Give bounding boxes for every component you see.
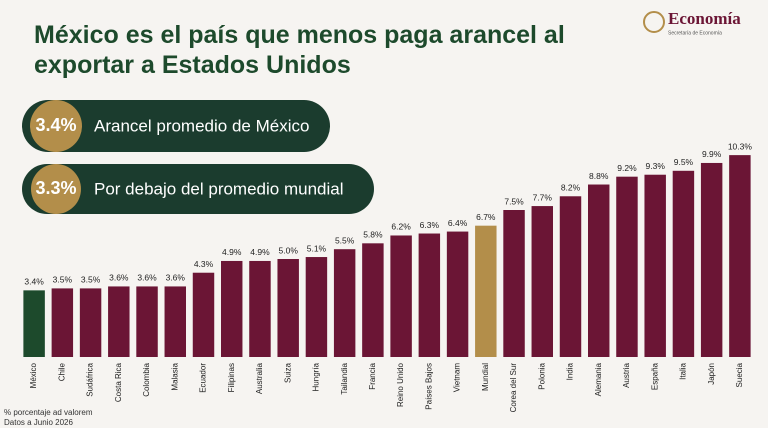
callout-label: Arancel promedio de México xyxy=(94,116,309,135)
value-label: 3.5% xyxy=(81,275,101,285)
value-label: 3.6% xyxy=(166,273,186,283)
value-label: 6.4% xyxy=(448,218,468,228)
x-tick-label: Italia xyxy=(679,362,688,379)
bar xyxy=(192,272,215,357)
bar xyxy=(446,231,469,357)
bar xyxy=(23,290,45,357)
bar xyxy=(221,260,243,357)
x-tick-label: Colombia xyxy=(142,362,151,396)
bar xyxy=(418,233,441,357)
value-label: 5.0% xyxy=(279,245,299,255)
x-tick-label: Costa Rica xyxy=(114,362,123,402)
bar xyxy=(559,196,582,357)
logo-emblem xyxy=(643,11,665,33)
x-tick-label: Sudáfrica xyxy=(86,362,95,396)
x-tick-label: Francia xyxy=(368,362,377,389)
value-label: 8.8% xyxy=(589,171,609,181)
callout-value: 3.3% xyxy=(35,178,76,198)
value-label: 3.6% xyxy=(137,273,157,283)
bar xyxy=(700,162,723,357)
x-tick-label: Suiza xyxy=(283,362,292,383)
value-label: 6.3% xyxy=(420,220,440,230)
x-tick-label: Austria xyxy=(622,362,631,387)
bar xyxy=(644,174,666,357)
bar xyxy=(531,206,553,357)
x-tick-label: Mundial xyxy=(481,363,490,391)
bar xyxy=(333,249,356,357)
bar xyxy=(51,288,74,357)
logo: Economía xyxy=(668,9,741,28)
x-tick-label: Reino Unido xyxy=(396,362,405,407)
callout-value: 3.4% xyxy=(35,115,76,135)
value-label: 5.1% xyxy=(307,243,327,253)
value-label: 4.3% xyxy=(194,259,214,269)
bar xyxy=(475,225,497,357)
bar xyxy=(108,286,130,357)
x-tick-label: Malasia xyxy=(170,362,179,390)
x-tick-label: México xyxy=(29,362,38,388)
bar xyxy=(305,257,328,357)
value-label: 7.5% xyxy=(504,196,524,206)
value-label: 10.3% xyxy=(728,141,753,151)
value-label: 5.5% xyxy=(335,235,355,245)
value-label: 9.2% xyxy=(617,163,637,173)
bar xyxy=(362,243,384,357)
value-label: 9.3% xyxy=(646,161,666,171)
bar xyxy=(277,259,299,357)
callout-label: Por debajo del promedio mundial xyxy=(94,179,344,198)
footnote: Datos a Junio 2026 xyxy=(4,418,73,427)
callout-pill xyxy=(22,164,374,214)
bar xyxy=(390,235,412,357)
footnote: % porcentaje ad valorem xyxy=(4,408,93,417)
bar xyxy=(249,260,271,357)
value-label: 6.7% xyxy=(476,212,496,222)
x-tick-label: Suecia xyxy=(735,362,744,387)
x-tick-label: Japón xyxy=(707,363,716,385)
value-label: 7.7% xyxy=(533,192,553,202)
x-tick-label: Ecuador xyxy=(199,363,208,393)
bar xyxy=(729,155,751,357)
bar xyxy=(79,288,102,357)
bar xyxy=(136,286,158,357)
value-label: 3.4% xyxy=(24,277,44,287)
x-tick-label: Australia xyxy=(255,362,264,394)
bar xyxy=(672,170,695,357)
bar xyxy=(616,176,638,357)
callout-badge xyxy=(31,164,81,214)
value-label: 9.9% xyxy=(702,149,722,159)
value-label: 4.9% xyxy=(250,247,270,257)
x-tick-label: Corea del Sur xyxy=(509,363,518,413)
x-tick-label: Filipinas xyxy=(227,363,236,392)
x-tick-label: España xyxy=(650,362,659,390)
x-tick-label: India xyxy=(566,362,575,380)
bar xyxy=(503,210,525,357)
bar xyxy=(588,184,610,357)
value-label: 3.5% xyxy=(53,275,73,285)
callout-badge xyxy=(30,100,82,152)
x-tick-label: Alemania xyxy=(594,362,603,396)
value-label: 5.8% xyxy=(363,230,383,240)
callout-pill xyxy=(22,100,330,152)
x-tick-label: Tailandia xyxy=(340,362,349,394)
value-label: 4.9% xyxy=(222,247,242,257)
value-label: 3.6% xyxy=(109,273,129,283)
bar xyxy=(164,286,186,357)
x-tick-label: Vietnam xyxy=(453,363,462,393)
x-tick-label: Países Bajos xyxy=(424,363,433,410)
x-tick-label: Chile xyxy=(57,362,66,381)
value-label: 9.5% xyxy=(674,157,694,167)
title: México es el país que menos paga arancel… xyxy=(34,21,565,79)
value-label: 6.2% xyxy=(391,222,411,232)
logo-subtitle: Secretaría de Economía xyxy=(668,30,722,36)
x-tick-label: Hungría xyxy=(312,362,321,391)
value-label: 8.2% xyxy=(561,183,581,193)
x-tick-label: Polonia xyxy=(537,362,546,389)
